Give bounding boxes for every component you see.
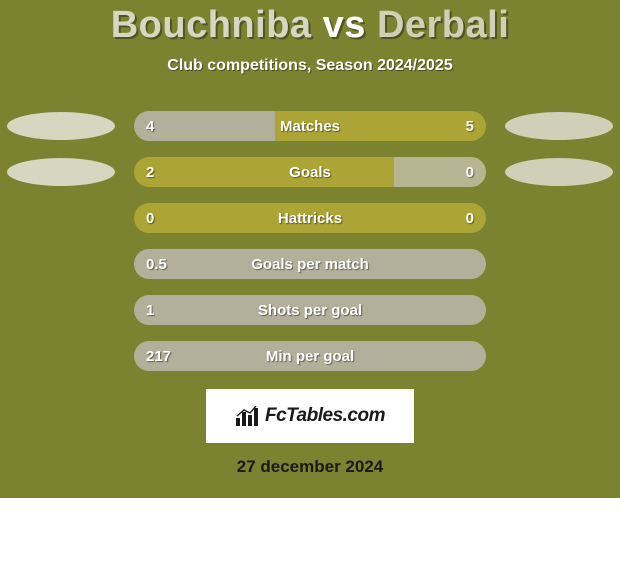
player2-marker [505, 112, 613, 140]
bottom-whitespace [0, 498, 620, 580]
player1-marker [7, 112, 115, 140]
title-vs: vs [323, 4, 377, 46]
comparison-title: Bouchniba vs Derbali [0, 4, 620, 47]
metric-bar: Goals per match0.5 [134, 249, 486, 279]
player1-name: Bouchniba [111, 4, 312, 46]
metric-value-right: 5 [466, 111, 474, 141]
metric-label: Goals [134, 157, 486, 187]
metrics-container: Matches45Goals20Hattricks00Goals per mat… [0, 111, 620, 371]
metric-bar: Min per goal217 [134, 341, 486, 371]
metric-bar: Goals2 0 [134, 157, 486, 187]
metric-row: Goals per match0.5 [0, 249, 620, 279]
metric-label: Min per goal [134, 341, 486, 371]
metric-value-left: 0.5 [146, 249, 167, 279]
metric-row: Goals2 0 [0, 157, 620, 187]
metric-row: Shots per goal1 [0, 295, 620, 325]
metric-label: Matches [134, 111, 486, 141]
metric-bar: Hattricks0 0 [134, 203, 486, 233]
metric-row: Min per goal217 [0, 341, 620, 371]
metric-label: Hattricks [134, 203, 486, 233]
player2-marker [505, 158, 613, 186]
player2-name: Derbali [377, 4, 509, 46]
player1-marker [7, 158, 115, 186]
logo-text: FcTables.com [265, 405, 385, 427]
bars-icon [235, 406, 261, 426]
figure-date: 27 december 2024 [0, 457, 620, 477]
metric-value-left: 0 [146, 203, 154, 233]
panel: Bouchniba vs Derbali Club competitions, … [0, 0, 620, 498]
metric-value-left: 4 [146, 111, 154, 141]
metric-label: Goals per match [134, 249, 486, 279]
metric-bar: Shots per goal1 [134, 295, 486, 325]
metric-value-left: 2 [146, 157, 154, 187]
figure-root: Bouchniba vs Derbali Club competitions, … [0, 0, 620, 580]
metric-value-left: 1 [146, 295, 154, 325]
metric-label: Shots per goal [134, 295, 486, 325]
metric-value-left: 217 [146, 341, 171, 371]
metric-value-right: 0 [466, 203, 474, 233]
metric-row: Matches4 5 [0, 111, 620, 141]
metric-row: Hattricks0 0 [0, 203, 620, 233]
logo-box: FcTables.com [206, 389, 414, 443]
metric-value-right: 0 [466, 157, 474, 187]
metric-bar: Matches4 5 [134, 111, 486, 141]
subtitle: Club competitions, Season 2024/2025 [0, 57, 620, 75]
